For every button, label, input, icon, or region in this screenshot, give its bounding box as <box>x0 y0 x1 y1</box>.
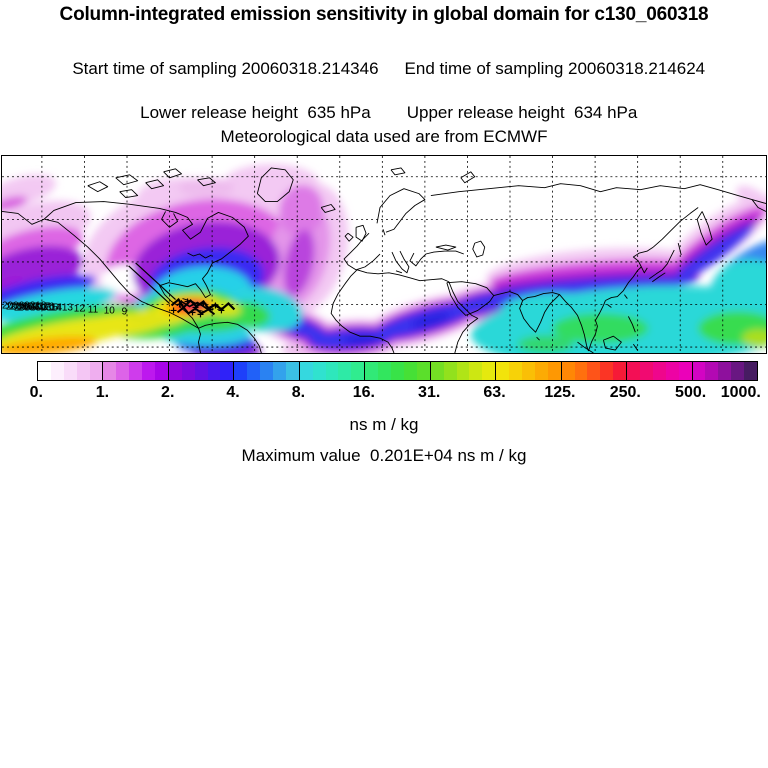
colorbar-cell <box>416 362 430 380</box>
colorbar-cell <box>194 362 208 380</box>
colorbar-cell <box>102 362 117 380</box>
colorbar-cell <box>167 362 182 380</box>
end-time-label: End time of sampling 20060318.214624 <box>404 59 706 78</box>
svg-text:20060318: 20060318 <box>2 300 47 311</box>
met-data-source-label: Meteorological data used are from ECMWF <box>220 127 548 146</box>
colorbar-cell <box>600 362 614 380</box>
trajectory-date-labels: 2006031820060317200603162006031520060314… <box>2 300 128 317</box>
colorbar-cell <box>718 362 732 380</box>
trajectory-marks <box>128 262 236 318</box>
colorbar-cell <box>325 362 339 380</box>
sampling-times-line: Start time of sampling 20060318.214346 En… <box>0 39 768 79</box>
colorbar-tick-labels: 0. 1. 2. 4. 8. 16. 31. 63. 125. 250. 500. 1000. <box>30 384 761 402</box>
colorbar-cell <box>338 362 352 380</box>
colorbar-tick: 31. <box>418 384 441 401</box>
colorbar-cell <box>351 362 365 380</box>
emission-sensitivity-map: 2006031820060317200603162006031520060314… <box>2 156 766 353</box>
colorbar-cell <box>429 362 444 380</box>
svg-text:13: 13 <box>62 302 74 313</box>
colorbar-units-label: ns m / kg <box>349 415 419 434</box>
colorbar-cell <box>665 362 679 380</box>
colorbar-cell <box>155 362 168 380</box>
colorbar-cell <box>298 362 313 380</box>
colorbar-tick: 500. <box>675 384 707 401</box>
colorbar-cell <box>403 362 417 380</box>
colorbar-cell <box>574 362 588 380</box>
colorbar-cell <box>691 362 706 380</box>
colorbar-cell <box>207 362 221 380</box>
colorbar-cell <box>220 362 234 380</box>
colorbar-cell <box>482 362 496 380</box>
svg-text:12: 12 <box>74 303 86 314</box>
colorbar-cell <box>626 362 640 380</box>
colorbar-tick: 0. <box>29 384 44 401</box>
colorbar-cell <box>260 362 274 380</box>
colorbar-cell <box>391 362 404 380</box>
colorbar-tick: 125. <box>544 384 576 401</box>
colorbar-cell <box>312 362 326 380</box>
colorbar <box>37 361 758 381</box>
colorbar-tick: 4. <box>226 384 240 401</box>
colorbar-cell <box>456 362 470 380</box>
colorbar-cell <box>116 362 130 380</box>
lower-release-height-label: Lower release height 635 hPa <box>140 103 371 122</box>
colorbar-cell <box>378 362 392 380</box>
colorbar-cell <box>731 362 745 380</box>
colorbar-cell <box>285 362 299 380</box>
colorbar-cell <box>38 362 51 380</box>
colorbar-tick: 63. <box>483 384 506 401</box>
sensitivity-field <box>2 163 766 353</box>
colorbar-cell <box>443 362 457 380</box>
colorbar-cell <box>273 362 286 380</box>
svg-text:20060316: 20060316 <box>10 301 55 312</box>
svg-text:20060317: 20060317 <box>6 301 51 312</box>
svg-text:11: 11 <box>88 304 99 315</box>
svg-text:14: 14 <box>50 302 62 313</box>
colorbar-cell <box>705 362 719 380</box>
colorbar-cell <box>509 362 522 380</box>
colorbar-cell <box>142 362 156 380</box>
release-heights-line: Lower release height 635 hPa Upper releas… <box>0 83 768 123</box>
colorbar-cell <box>613 362 627 380</box>
colorbar-cell <box>547 362 561 380</box>
upper-release-height-label: Upper release height 634 hPa <box>406 103 638 122</box>
colorbar-cell <box>587 362 601 380</box>
page-title: Column-integrated emission sensitivity i… <box>59 4 709 25</box>
colorbar-cell <box>652 362 666 380</box>
colorbar-cell <box>744 362 757 380</box>
colorbar-cell <box>129 362 143 380</box>
colorbar-tick: 8. <box>291 384 306 401</box>
colorbar-cell <box>495 362 510 380</box>
colorbar-tick: 16. <box>352 384 375 401</box>
graticule-gridlines <box>2 156 766 353</box>
maximum-value-label: Maximum value 0.201E+04 ns m / kg <box>241 446 527 465</box>
colorbar-cell <box>678 362 692 380</box>
svg-text:9: 9 <box>122 306 128 317</box>
colorbar-cell <box>639 362 653 380</box>
svg-text:10: 10 <box>104 305 116 316</box>
colorbar-cell <box>560 362 575 380</box>
colorbar-cell <box>50 362 64 380</box>
colorbar-cell <box>364 362 379 380</box>
colorbar-cell <box>233 362 248 380</box>
colorbar-cell <box>63 362 77 380</box>
colorbar-cell <box>469 362 483 380</box>
colorbar-cell <box>247 362 261 380</box>
start-time-label: Start time of sampling 20060318.214346 <box>72 59 379 78</box>
svg-text:20060314: 20060314 <box>18 302 63 313</box>
colorbar-cell <box>181 362 195 380</box>
colorbar-tick: 250. <box>609 384 641 401</box>
colorbar-cell <box>89 362 103 380</box>
colorbar-tick: 1000. <box>720 384 761 401</box>
world-map-panel: 20060318 20060317 20060316 20060315 20060314… <box>1 155 767 354</box>
colorbar-tick: 2. <box>161 384 175 401</box>
colorbar-cell <box>76 362 90 380</box>
colorbar-cell <box>534 362 548 380</box>
colorbar-tick: 1. <box>95 384 110 401</box>
colorbar-cell <box>521 362 535 380</box>
svg-text:20060315: 20060315 <box>14 302 59 313</box>
